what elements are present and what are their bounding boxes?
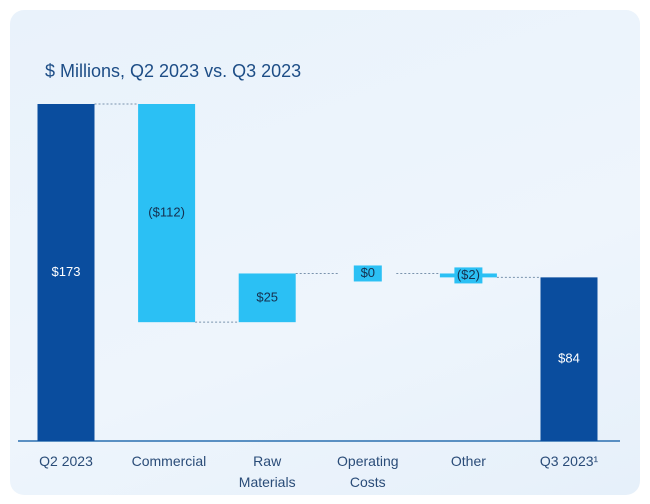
x-tick-label: Q2 2023 bbox=[39, 453, 93, 469]
value-label: $173 bbox=[52, 264, 81, 279]
x-tick-label: Other bbox=[450, 453, 486, 469]
bar bbox=[540, 277, 598, 441]
label-bg bbox=[353, 265, 382, 282]
value-label: $25 bbox=[256, 289, 278, 304]
value-label: ($2) bbox=[457, 267, 480, 282]
x-tick-label: Operating Costs bbox=[337, 453, 399, 490]
value-label: ($112) bbox=[148, 205, 185, 220]
card bbox=[10, 10, 640, 495]
bar bbox=[37, 104, 95, 441]
x-tick-label: Q3 2023¹ bbox=[539, 453, 599, 469]
bar bbox=[238, 273, 296, 323]
x-tick-label: Commercial bbox=[131, 453, 207, 469]
x-tick-label: Raw Materials bbox=[238, 453, 296, 490]
label-bg bbox=[454, 267, 483, 284]
bar bbox=[138, 104, 196, 323]
value-label: $84 bbox=[558, 351, 580, 366]
value-label: $0 bbox=[361, 265, 375, 280]
chart-title: $ Millions, Q2 2023 vs. Q3 2023 bbox=[45, 61, 301, 81]
